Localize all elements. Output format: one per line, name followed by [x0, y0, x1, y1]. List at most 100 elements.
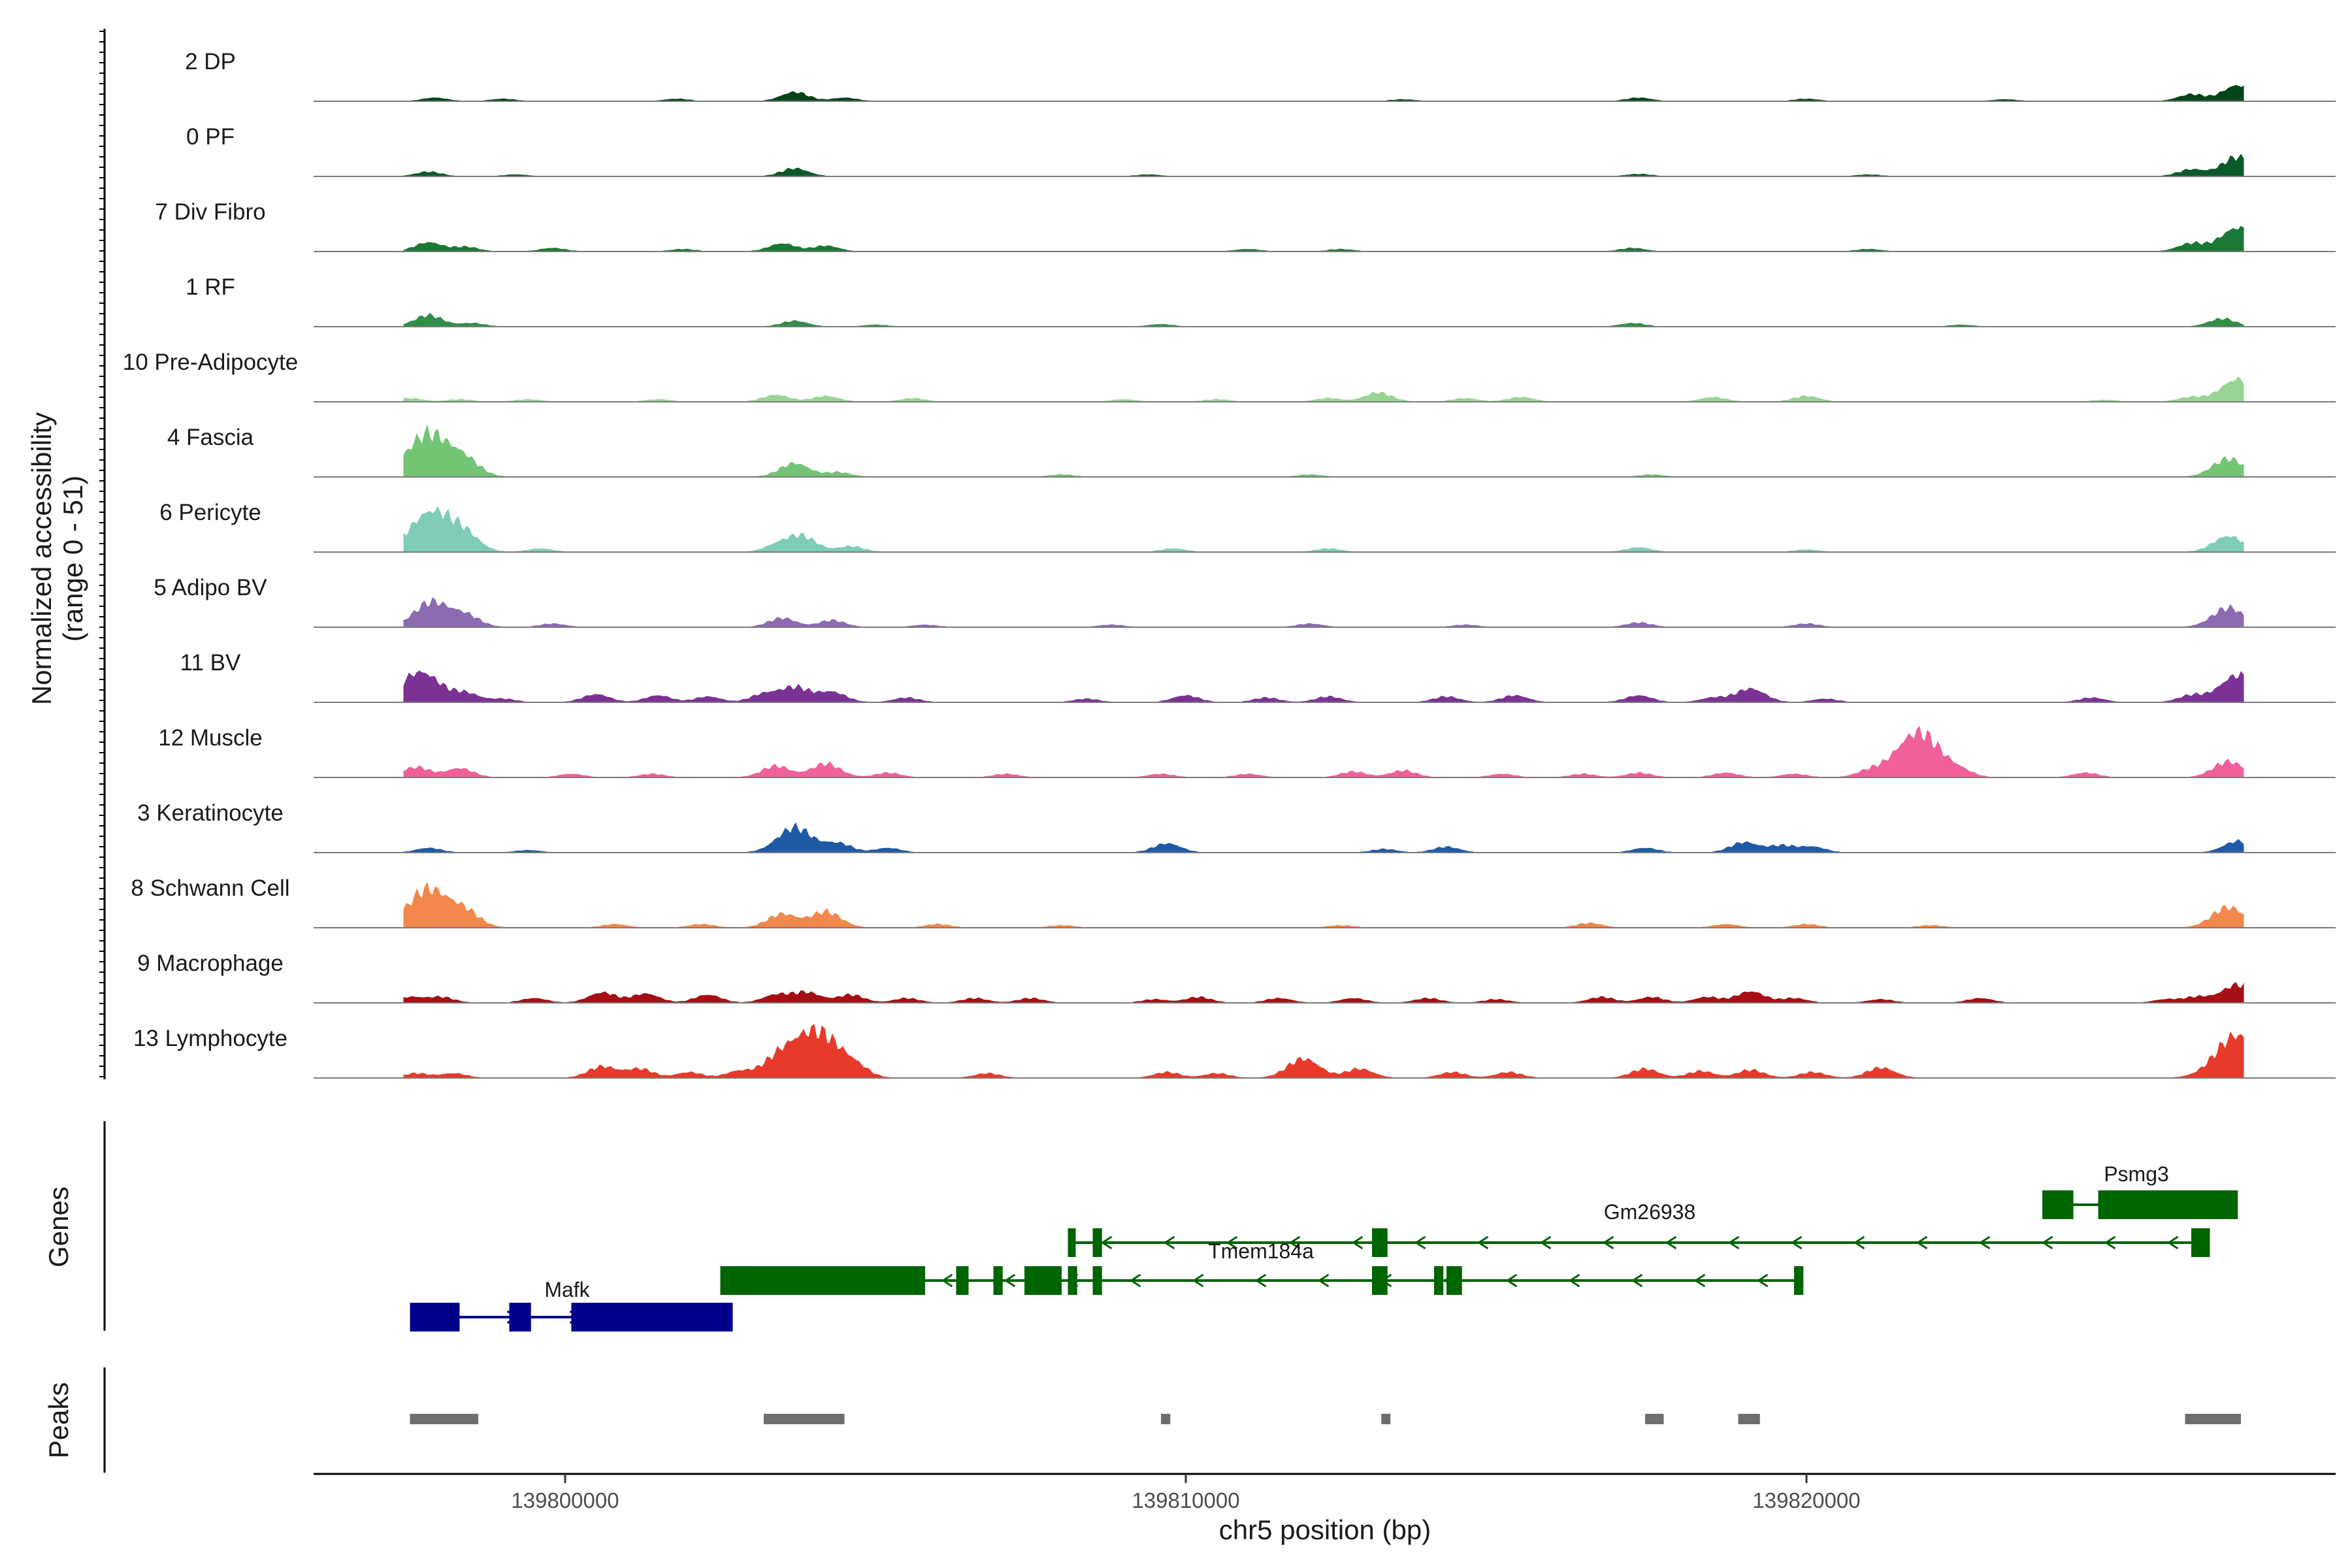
- coverage-track: 13 Lymphocyte: [133, 1023, 2336, 1079]
- coverage-track: 10 Pre-Adipocyte: [123, 350, 2336, 402]
- gene-psmg3: [2042, 1190, 2238, 1219]
- peak-regions: [410, 1414, 2241, 1424]
- track-label: 8 Schwann Cell: [131, 875, 289, 901]
- x-axis-ticks: 139800000 139810000 139820000: [511, 1474, 1861, 1512]
- strand-arrow: [1665, 1235, 1677, 1250]
- coverage-area: [403, 670, 2244, 703]
- coverage-area: [403, 597, 2244, 628]
- peak-region-bar: [764, 1414, 845, 1424]
- strand-arrow: [1192, 1273, 1204, 1288]
- coverage-track: 7 Div Fibro: [155, 199, 2336, 252]
- gene-mafk: [410, 1303, 733, 1331]
- coverage-track: 9 Macrophage: [137, 951, 2336, 1004]
- peak-region-bar: [1645, 1414, 1664, 1424]
- coverage-area: [403, 506, 2244, 553]
- coverage-track: 6 Pericyte: [159, 500, 2336, 553]
- track-label: 9 Macrophage: [137, 951, 284, 976]
- coverage-track: 0 PF: [186, 124, 2336, 177]
- strand-arrow: [1254, 1273, 1267, 1288]
- track-label: 2 DP: [185, 49, 236, 74]
- strand-arrow: [1978, 1235, 1991, 1250]
- coverage-track: 8 Schwann Cell: [131, 875, 2336, 928]
- gene-label: Gm26938: [1604, 1200, 1696, 1224]
- strand-arrow: [1100, 1235, 1113, 1250]
- x-axis-title: chr5 position (bp): [1219, 1514, 1431, 1545]
- exon: [1446, 1266, 1462, 1295]
- coverage-area: [403, 1023, 2244, 1079]
- strand-arrow: [1727, 1235, 1740, 1250]
- exon: [1434, 1266, 1444, 1295]
- strand-arrow: [1414, 1235, 1426, 1250]
- strand-arrow: [1351, 1235, 1364, 1250]
- track-label: 4 Fascia: [167, 425, 254, 450]
- coverage-track: 3 Keratinocyte: [137, 800, 2336, 853]
- exon: [720, 1266, 925, 1295]
- strand-arrow: [2166, 1235, 2179, 1250]
- coverage-area: [403, 424, 2244, 478]
- coverage-track: 4 Fascia: [167, 424, 2336, 478]
- strand-arrow: [2041, 1235, 2053, 1250]
- track-label: 5 Adipo BV: [154, 575, 267, 600]
- exon: [1092, 1266, 1102, 1295]
- strand-arrow: [1129, 1273, 1141, 1288]
- strand-arrow: [941, 1273, 953, 1288]
- coverage-area: [403, 154, 2244, 177]
- coverage-tracks: 2 DP 0 PF 7 Div Fibro 1 RF 10 Pre-Adipocyte 4…: [123, 49, 2336, 1079]
- track-label: 13 Lymphocyte: [133, 1026, 287, 1051]
- track-label: 11 BV: [180, 650, 241, 676]
- peaks-panel-label: Peaks: [43, 1382, 74, 1459]
- peak-region-bar: [1738, 1414, 1760, 1424]
- track-label: 12 Muscle: [158, 725, 263, 751]
- peak-region-bar: [1161, 1414, 1171, 1424]
- coverage-track: 5 Adipo BV: [154, 575, 2336, 628]
- exon: [993, 1266, 1003, 1295]
- peak-region-bar: [2185, 1414, 2241, 1424]
- track-label: 3 Keratinocyte: [137, 800, 284, 826]
- strand-arrow: [1602, 1235, 1614, 1250]
- exon: [1372, 1266, 1388, 1295]
- exon: [1024, 1266, 1062, 1295]
- y-axis-range: (range 0 - 51): [57, 476, 88, 642]
- gene-label: Tmem184a: [1208, 1239, 1314, 1263]
- gene-gm26938: [1068, 1228, 2210, 1257]
- exon: [509, 1303, 531, 1331]
- gene-label: Mafk: [544, 1278, 590, 1301]
- strand-arrow: [2104, 1235, 2116, 1250]
- exon: [1068, 1228, 1076, 1257]
- track-label: 0 PF: [186, 124, 235, 150]
- coverage-area: [403, 881, 2244, 928]
- track-label: 6 Pericyte: [159, 500, 261, 525]
- x-tick-label: 139820000: [1752, 1488, 1860, 1512]
- gene-tmem184a: [720, 1266, 1804, 1295]
- strand-arrow: [1505, 1273, 1518, 1288]
- exon: [571, 1303, 733, 1331]
- peak-region-bar: [410, 1414, 478, 1424]
- exon: [410, 1303, 460, 1331]
- coverage-track: 12 Muscle: [158, 725, 2336, 778]
- strand-arrow: [1853, 1235, 1865, 1250]
- strand-arrow: [1916, 1235, 1928, 1250]
- y-axis-title: Normalized accessibility: [26, 412, 57, 705]
- exon: [1372, 1228, 1388, 1257]
- coverage-area: [403, 376, 2244, 402]
- track-label: 7 Div Fibro: [155, 199, 265, 225]
- exon: [2042, 1190, 2074, 1219]
- peak-region-bar: [1381, 1414, 1391, 1424]
- x-tick-label: 139800000: [511, 1488, 619, 1512]
- track-label: 1 RF: [186, 274, 235, 300]
- track-label: 10 Pre-Adipocyte: [123, 350, 298, 375]
- coverage-area: [404, 84, 2244, 102]
- strand-arrow: [1631, 1273, 1643, 1288]
- coverage-area: [403, 822, 2244, 853]
- coverage-area: [403, 225, 2244, 252]
- genes-panel-label: Genes: [43, 1186, 74, 1267]
- coverage-area: [403, 725, 2244, 778]
- exon: [956, 1266, 969, 1295]
- strand-arrow: [1790, 1235, 1803, 1250]
- exon: [1092, 1228, 1102, 1257]
- coverage-track: 11 BV: [180, 650, 2336, 703]
- strand-arrow: [1226, 1235, 1238, 1250]
- gene-label: Psmg3: [2104, 1162, 2169, 1186]
- strand-arrow: [1288, 1235, 1301, 1250]
